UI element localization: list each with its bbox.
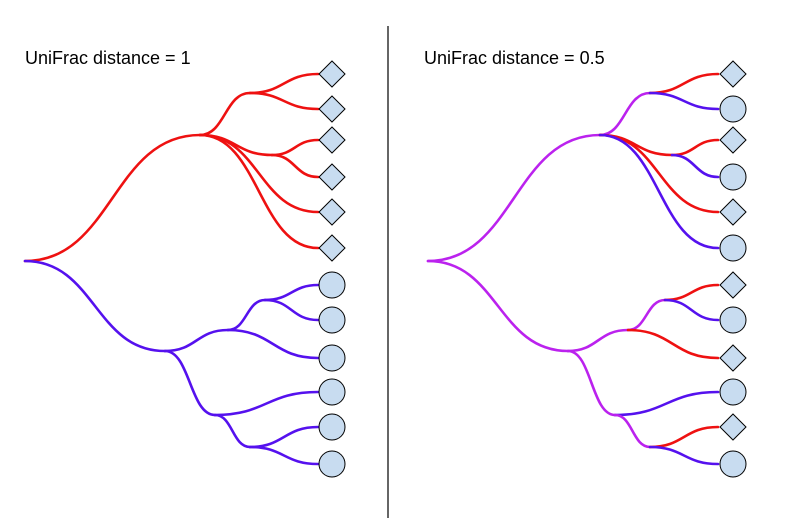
tree-branch-blue	[23, 259, 167, 353]
tree-branch-red	[198, 91, 252, 137]
tree-branch-red	[23, 133, 202, 263]
leaf-diamond-node	[318, 234, 346, 262]
tree-branch-blue	[598, 133, 720, 250]
leaf-circle-node	[318, 413, 346, 441]
leaf-diamond-node	[719, 271, 747, 299]
tree-branch-blue	[248, 445, 320, 466]
leaf-circle-node	[719, 163, 747, 191]
leaf-circle-node	[719, 95, 747, 123]
panel-right: UniFrac distance = 0.5	[424, 48, 747, 478]
leaf-diamond-node	[719, 60, 747, 88]
tree-branch-blue	[670, 153, 720, 179]
leaf-circle-node	[318, 450, 346, 478]
tree-branch-red	[248, 91, 320, 111]
tree-branch-red	[270, 138, 320, 157]
tree-branch-red	[198, 133, 320, 214]
tree-branch-blue	[226, 328, 320, 360]
leaf-circle-node	[719, 306, 747, 334]
leaf-circle-node	[318, 344, 346, 372]
panel-left-title: UniFrac distance = 1	[25, 48, 191, 68]
tree-branch-red	[670, 138, 720, 157]
tree-branch-blue	[648, 445, 720, 466]
panel-left-leaves	[318, 60, 346, 478]
tree-branch-blue	[263, 283, 320, 302]
leaf-diamond-node	[318, 126, 346, 154]
leaf-circle-node	[719, 234, 747, 262]
tree-branch-blue	[226, 298, 267, 332]
tree-branch-purple	[426, 259, 570, 353]
leaf-diamond-node	[719, 198, 747, 226]
tree-branch-blue	[163, 328, 230, 353]
leaf-circle-node	[318, 378, 346, 406]
tree-branch-purple	[626, 298, 667, 332]
panel-right-edges	[426, 72, 720, 466]
leaf-circle-node	[318, 306, 346, 334]
tree-branch-red	[663, 283, 720, 302]
tree-branch-red	[648, 72, 720, 95]
tree-branch-red	[270, 153, 320, 179]
leaf-diamond-node	[318, 163, 346, 191]
tree-branch-blue	[163, 349, 217, 417]
tree-branch-blue	[248, 425, 320, 449]
tree-branch-purple	[566, 349, 617, 417]
tree-branch-purple	[426, 133, 602, 263]
tree-branch-purple	[598, 91, 652, 137]
tree-branch-red	[248, 72, 320, 95]
panel-left: UniFrac distance = 1	[23, 48, 346, 478]
tree-branch-blue	[213, 390, 320, 417]
tree-branch-blue	[213, 413, 252, 449]
tree-branch-blue	[613, 390, 720, 417]
panel-right-title: UniFrac distance = 0.5	[424, 48, 605, 68]
leaf-diamond-node	[318, 95, 346, 123]
panel-left-edges	[23, 72, 320, 466]
leaf-diamond-node	[318, 198, 346, 226]
tree-branch-purple	[613, 413, 652, 449]
tree-branch-blue	[263, 298, 320, 322]
leaf-circle-node	[719, 450, 747, 478]
tree-branch-blue	[648, 91, 720, 111]
leaf-diamond-node	[318, 60, 346, 88]
panel-right-leaves	[719, 60, 747, 478]
tree-branch-red	[648, 425, 720, 449]
tree-branch-red	[198, 133, 320, 250]
tree-branch-purple	[566, 328, 630, 353]
tree-branch-blue	[663, 298, 720, 322]
tree-branch-red	[598, 133, 720, 214]
leaf-diamond-node	[719, 413, 747, 441]
leaf-diamond-node	[719, 126, 747, 154]
leaf-circle-node	[719, 378, 747, 406]
leaf-diamond-node	[719, 344, 747, 372]
tree-branch-red	[626, 328, 720, 360]
leaf-circle-node	[318, 271, 346, 299]
